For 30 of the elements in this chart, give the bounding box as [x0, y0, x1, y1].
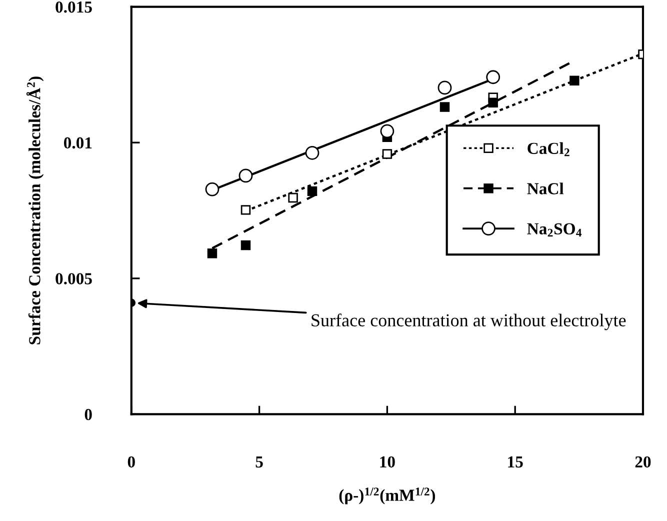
x-tick-label: 20 [635, 456, 651, 468]
point [205, 182, 220, 196]
point [307, 186, 318, 196]
point [570, 76, 580, 86]
point [240, 240, 251, 250]
x-tick-label: 0 [128, 456, 135, 468]
point [380, 124, 394, 138]
legend-label: CaCl$_{2}$ [528, 142, 570, 156]
y-tick-label: 0.015 [56, 1, 92, 13]
annotation: Surface concentration at without electrolyte [312, 314, 626, 330]
x-axis-title: (ρ-)$^{1/2}$(mM$^{1/2}$) [339, 488, 436, 504]
y-axis-title: Surface Concentration (molecules/Å$^{2}$) [26, 76, 44, 344]
legend-label: Na$_{2}$SO$_{4}$ [527, 223, 582, 237]
point [438, 80, 452, 95]
x-tick-label: 15 [508, 456, 523, 468]
point [305, 146, 320, 160]
y-tick-label: 0 [84, 408, 92, 420]
y-tick-label: 0.005 [56, 273, 92, 284]
point [488, 98, 498, 108]
point [486, 70, 500, 84]
legend-label: NaCl [527, 182, 564, 194]
point [382, 149, 392, 159]
point [288, 192, 298, 203]
point [440, 102, 450, 112]
point [207, 248, 218, 258]
y-tick-label: 0.01 [64, 137, 92, 149]
x-tick-label: 5 [256, 456, 263, 468]
point [240, 205, 251, 215]
point [238, 168, 253, 183]
x-tick-label: 10 [380, 456, 395, 468]
